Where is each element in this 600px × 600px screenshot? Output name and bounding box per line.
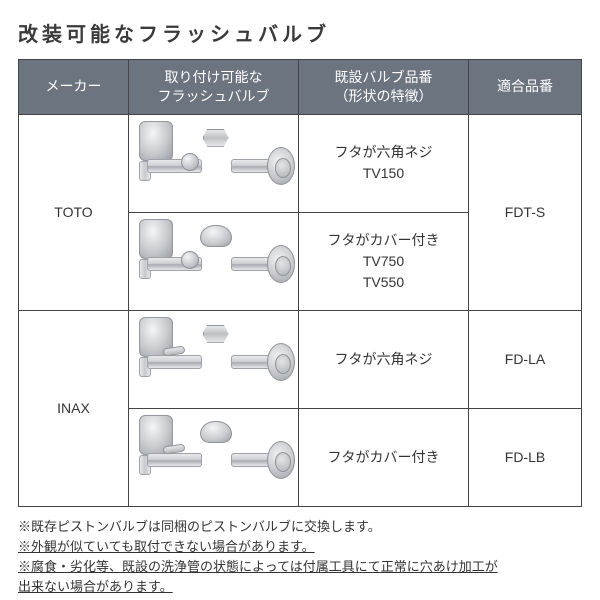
th-maker: メーカー <box>19 60 129 115</box>
cell-valve-image <box>129 212 299 310</box>
valve-icon <box>139 317 289 402</box>
valve-icon <box>139 219 289 304</box>
th-valve: 取り付け可能なフラッシュバルブ <box>129 60 299 115</box>
cell-maker-toto: TOTO <box>19 114 129 310</box>
cell-desc: フタがカバー付き <box>299 408 469 506</box>
desc-line: TV750 <box>363 253 404 269</box>
table-row: INAX フタが六角ネジ FD-LA <box>19 310 582 408</box>
note-line: 出来ない場合があります。 <box>18 577 582 597</box>
cell-valve-image <box>129 114 299 212</box>
desc-line: フタがカバー付き <box>328 232 440 248</box>
valve-icon <box>139 415 289 500</box>
cell-maker-inax: INAX <box>19 310 129 506</box>
desc-line: TV150 <box>363 165 404 181</box>
cell-desc: フタがカバー付き TV750 TV550 <box>299 212 469 310</box>
page-title: 改装可能なフラッシュバルブ <box>18 18 582 47</box>
cell-valve-image <box>129 408 299 506</box>
note-line: ※既存ピストンバルブは同梱のピストンバルブに交換します。 <box>18 517 582 537</box>
desc-line: TV550 <box>363 274 404 290</box>
valve-icon <box>139 121 289 206</box>
cell-valve-image <box>129 310 299 408</box>
th-existing: 既設バルブ品番（形状の特徴） <box>299 60 469 115</box>
desc-line: フタが六角ネジ <box>335 144 433 160</box>
cell-compat-toto: FDT-S <box>469 114 582 310</box>
note-line: ※外観が似ていても取付できない場合があります。 <box>18 537 582 557</box>
cell-desc: フタが六角ネジ <box>299 310 469 408</box>
notes-block: ※既存ピストンバルブは同梱のピストンバルブに交換します。 ※外観が似ていても取付… <box>18 517 582 598</box>
note-line: ※腐食・劣化等、既設の洗浄管の状態によっては付属工具にて正常に穴あけ加工が <box>18 557 582 577</box>
cell-compat: FD-LA <box>469 310 582 408</box>
valve-table: メーカー 取り付け可能なフラッシュバルブ 既設バルブ品番（形状の特徴） 適合品番… <box>18 59 582 507</box>
th-compatible: 適合品番 <box>469 60 582 115</box>
cell-compat: FD-LB <box>469 408 582 506</box>
table-header-row: メーカー 取り付け可能なフラッシュバルブ 既設バルブ品番（形状の特徴） 適合品番 <box>19 60 582 115</box>
cell-desc: フタが六角ネジ TV150 <box>299 114 469 212</box>
table-row: TOTO フタが六角ネジ TV150 FDT-S <box>19 114 582 212</box>
